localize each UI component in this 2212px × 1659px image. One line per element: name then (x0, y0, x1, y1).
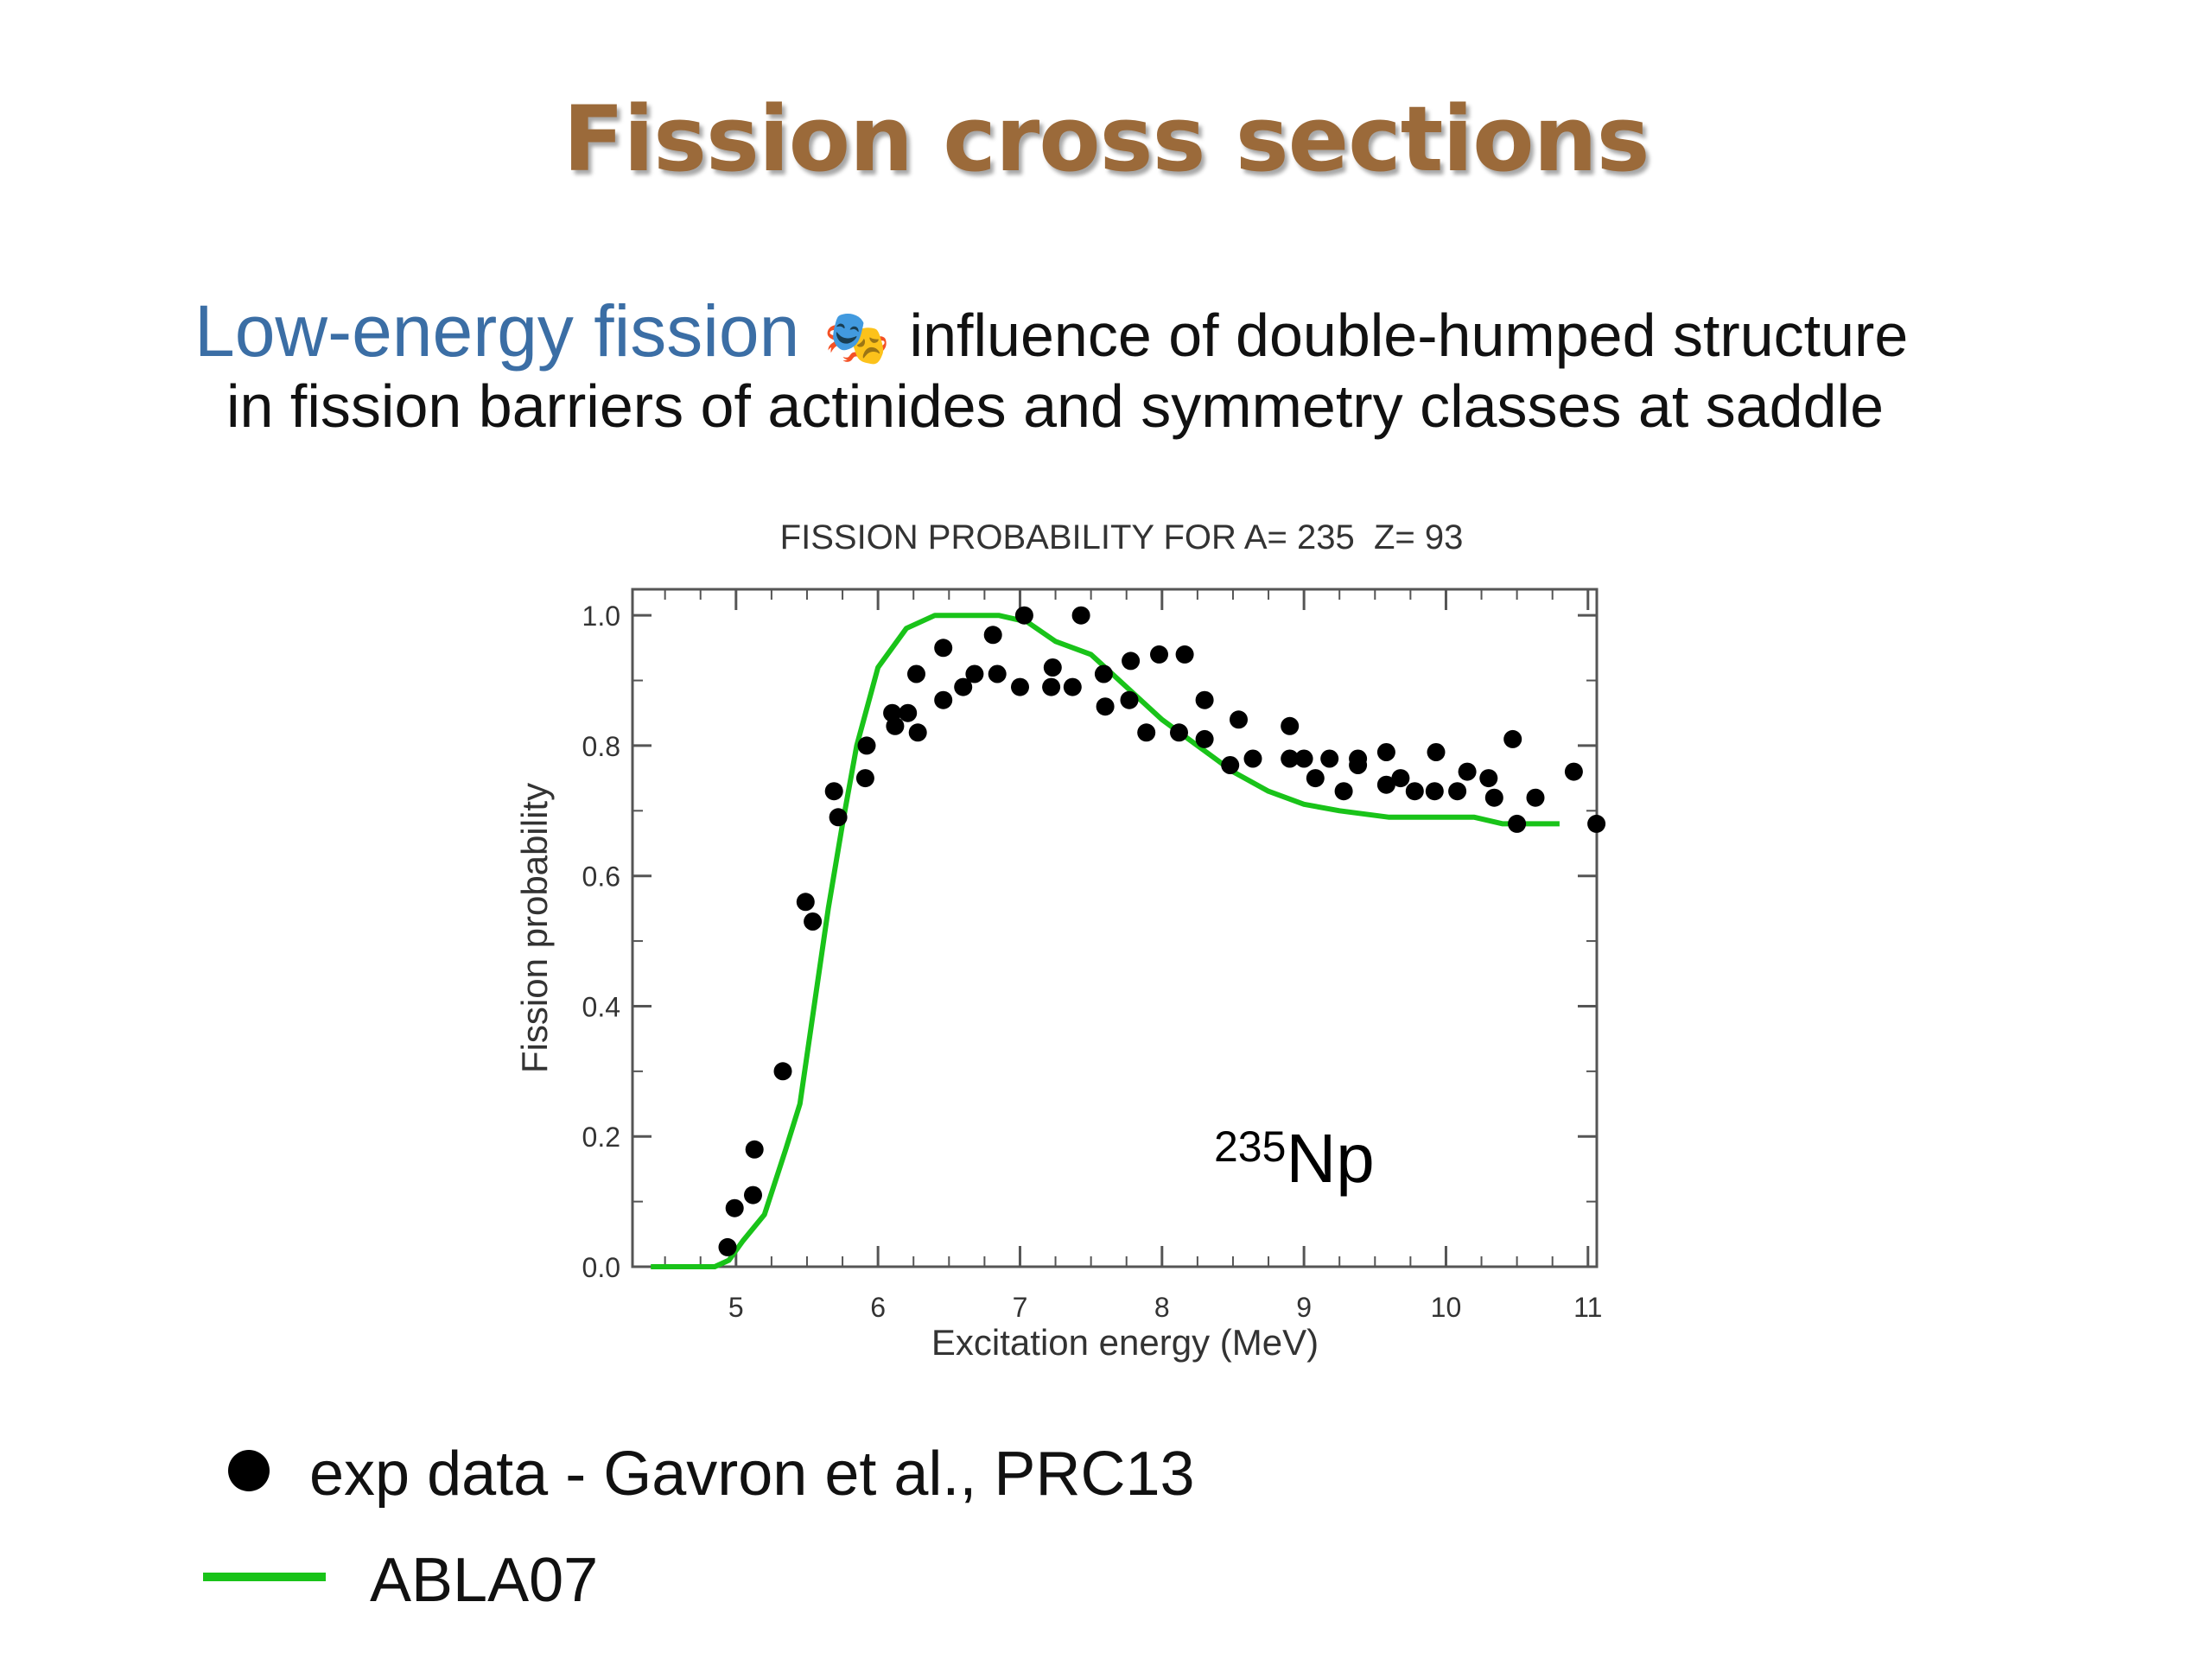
legend-model-label: ABLA07 (370, 1546, 599, 1615)
exp-data-point (1376, 743, 1395, 761)
plot-frame (631, 588, 1599, 1268)
exp-data-point (983, 626, 1002, 645)
exp-data-point (773, 1062, 792, 1081)
x-axis-label: Excitation energy (MeV) (931, 1322, 1319, 1363)
exp-data-point (1448, 782, 1467, 801)
exp-data-point (1281, 749, 1300, 768)
abla07-curve (651, 613, 1560, 1269)
exp-data-point (934, 639, 953, 658)
chart-title: FISSION PROBABILITY FOR A= 235 Z= 93 (780, 518, 1464, 556)
exp-data-point (1425, 782, 1444, 801)
x-tick-label: 5 (728, 1292, 744, 1323)
nuclide-mass: 235 (1214, 1122, 1286, 1171)
x-tick-label: 6 (870, 1292, 886, 1323)
exp-data-point (954, 677, 973, 696)
exp-data-point (1484, 788, 1503, 807)
y-tick-label: 0.4 (582, 991, 620, 1022)
y-axis-label: Fission probability (514, 783, 555, 1073)
exp-data-point (1427, 743, 1446, 761)
nuclide-element: Np (1286, 1120, 1374, 1197)
exp-data-point (855, 769, 874, 788)
exp-data-point (1195, 690, 1214, 709)
exp-data-point (1294, 749, 1313, 768)
y-tick-label: 0.8 (582, 731, 620, 762)
x-tick-label: 10 (1431, 1292, 1462, 1323)
legend-model-line (203, 1573, 326, 1581)
y-tick-label: 0.6 (582, 861, 620, 893)
y-tick-label: 0.2 (582, 1122, 620, 1153)
exp-data-point (965, 664, 984, 683)
exp-data-point (1334, 782, 1353, 801)
exp-data-point (796, 893, 815, 912)
exp-data-point (1479, 769, 1498, 788)
x-tick-label: 7 (1013, 1292, 1028, 1323)
exp-data-point (1526, 788, 1545, 807)
exp-data-point (1043, 658, 1062, 677)
axis-ticks (632, 589, 1597, 1268)
exp-data-point (1243, 749, 1262, 768)
exp-points-group (718, 606, 1606, 1256)
x-tick-label: 8 (1154, 1292, 1170, 1323)
subtitle-line-1-text: influence of double-humped structure (909, 302, 1909, 369)
subtitle-line-2: in fission barriers of actinides and sym… (226, 372, 1885, 440)
exp-data-point (725, 1198, 744, 1217)
exp-data-point (1042, 677, 1061, 696)
legend-exp-marker (228, 1450, 270, 1491)
x-tick-label: 11 (1573, 1292, 1602, 1323)
exp-data-point (1063, 677, 1082, 696)
exp-data-point (1094, 664, 1113, 683)
exp-data-point (1508, 814, 1527, 833)
exp-data-point (908, 723, 927, 742)
exp-data-point (804, 912, 823, 931)
exp-data-point (934, 690, 953, 709)
x-tick-labels: 5 6 7 8 9 10 11 (728, 1292, 1602, 1323)
exp-data-point (1349, 749, 1368, 768)
exp-data-point (1320, 749, 1339, 768)
exp-data-point (899, 703, 918, 722)
exp-data-point (1137, 723, 1156, 742)
exp-data-point (745, 1140, 764, 1159)
exp-data-point (907, 664, 925, 683)
exp-data-point (1071, 606, 1090, 625)
exp-data-point (744, 1185, 762, 1205)
x-tick-label: 9 (1296, 1292, 1312, 1323)
exp-data-point (824, 782, 843, 801)
y-tick-labels: 0.0 0.2 0.4 0.6 0.8 1.0 (582, 601, 620, 1283)
exp-data-point (1096, 697, 1115, 716)
exp-data-point (988, 664, 1007, 683)
exp-data-point (1587, 814, 1606, 833)
exp-data-point (1306, 769, 1325, 788)
exp-data-point (1122, 652, 1141, 671)
y-tick-label: 1.0 (582, 601, 620, 632)
legend-exp-label: exp data - Gavron et al., PRC13 (309, 1440, 1195, 1509)
exp-data-point (1170, 723, 1188, 742)
exp-data-point (1503, 729, 1522, 748)
lead-phrase: Low-energy fission (194, 290, 800, 372)
exp-data-point (1195, 729, 1214, 748)
slide-title: Fission cross sections (563, 86, 1649, 192)
exp-data-point (1175, 645, 1194, 664)
exp-data-point (1458, 762, 1477, 781)
exp-data-point (857, 736, 876, 755)
subtitle-line-1: Low-energy fission 🎭 influence of double-h… (194, 289, 1908, 373)
exp-data-point (1391, 769, 1410, 788)
exp-data-point (1230, 710, 1248, 729)
model-curve-group (651, 613, 1560, 1269)
exp-data-point (1376, 775, 1395, 794)
exp-data-point (1221, 756, 1240, 774)
theater-masks-icon: 🎭 (823, 308, 891, 368)
nuclide-annotation: 235Np (1214, 1120, 1375, 1197)
exp-data-point (829, 808, 848, 827)
exp-data-point (1405, 782, 1424, 801)
exp-data-point (1564, 762, 1583, 781)
exp-data-point (718, 1237, 737, 1256)
exp-data-point (1150, 645, 1168, 664)
exp-data-point (1014, 606, 1033, 625)
exp-data-point (1120, 690, 1139, 709)
exp-data-point (1011, 677, 1029, 696)
exp-data-point (1281, 716, 1300, 735)
y-tick-label: 0.0 (582, 1252, 620, 1283)
exp-data-point (886, 716, 905, 735)
